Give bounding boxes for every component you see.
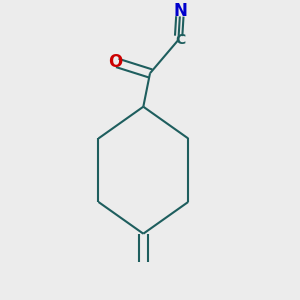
Text: O: O — [108, 52, 122, 70]
Text: N: N — [173, 2, 187, 20]
Text: C: C — [175, 33, 185, 47]
